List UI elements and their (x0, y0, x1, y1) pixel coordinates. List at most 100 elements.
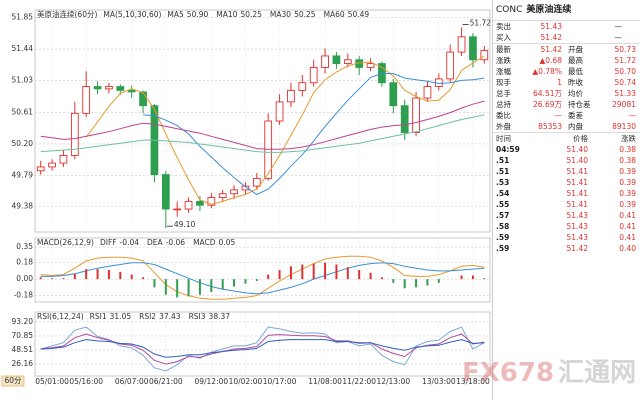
value: 1 (557, 78, 562, 87)
label: 开盘 (568, 45, 583, 54)
trade-cell: 0.39 (619, 189, 636, 198)
legend-text: 50.90 (187, 10, 209, 19)
legend-text: MA(5,10,30,60) (103, 10, 161, 19)
x-tick-label: 10/17:00 (263, 377, 297, 386)
label: 总手 (496, 89, 511, 98)
trade-cell: .58 (496, 222, 510, 231)
label: 涨跌 (496, 56, 511, 65)
period-box (1, 375, 25, 387)
candle-body (184, 200, 193, 210)
value: 50.70 (614, 67, 636, 76)
legend-text: MACD (193, 238, 216, 247)
legend-text: (60分) (75, 10, 98, 19)
label: 持仓差 (568, 100, 591, 109)
candle-body (173, 208, 182, 211)
trade-cell: .53 (496, 178, 510, 187)
trade-cell: .54 (496, 189, 510, 198)
legend-text: MA60 (324, 10, 345, 19)
value: 51.72 (614, 56, 636, 65)
trade-row: .54 51.41 0.39 (493, 188, 640, 199)
label: 卖出 (496, 22, 511, 31)
trade-cell: 51.40 (566, 156, 588, 165)
value: 50.73 (614, 45, 636, 54)
code: CONC (496, 5, 523, 15)
legend-text: 37.43 (159, 312, 181, 321)
trade-row: .55 51.41 0.39 (493, 199, 640, 210)
trade-cell: 51.43 (566, 211, 588, 220)
value: 51.33 (614, 89, 636, 98)
trade-cell: 51.43 (566, 222, 588, 231)
value: 51.42 (540, 33, 562, 42)
column-header: 时间 (496, 134, 511, 143)
y-tick-label: 0.35 (16, 242, 33, 251)
candle-body (59, 154, 68, 164)
value: ▲0.68 (539, 56, 562, 65)
column-header: 价格 (573, 134, 588, 143)
legend-text: -0.06 (166, 238, 186, 247)
label: 涨幅 (496, 67, 511, 76)
trade-cell: 0.41 (619, 233, 636, 242)
candle-body (400, 105, 409, 133)
panel-frame (34, 9, 491, 233)
trade-cell: 0.39 (619, 167, 636, 176)
label: 最高 (568, 56, 583, 65)
label: 买入 (496, 33, 511, 42)
value: — (628, 111, 637, 120)
legend-text: 50.49 (348, 10, 370, 19)
value: — (554, 111, 563, 120)
indicator-line (40, 262, 485, 295)
annotation: 49.10 (174, 220, 196, 229)
indicator-line (40, 333, 485, 365)
trade-row: .59 51.42 0.40 (493, 243, 640, 254)
candle-body (82, 86, 91, 114)
label: 均价 (568, 89, 583, 98)
candle-body (70, 112, 79, 156)
quote-header: CONC 美原油连续 (493, 0, 640, 20)
x-tick-label: 05/01:00 (35, 377, 69, 386)
candle-body (127, 89, 136, 93)
candle-body (423, 86, 432, 99)
trade-row: .59 51.43 0.41 (493, 232, 640, 243)
x-tick-label: 11/22:00 (342, 377, 376, 386)
trade-cell: 51.41 (566, 167, 588, 176)
trade-cell: 0.39 (619, 200, 636, 209)
candle-body (343, 59, 352, 65)
x-tick-label: 13/18:00 (456, 377, 490, 386)
candle-body (446, 51, 455, 80)
trade-cell: 51.43 (566, 233, 588, 242)
candle-body (366, 63, 375, 68)
panel-frame (34, 311, 491, 377)
label: 现手 (496, 78, 511, 87)
volume: — (614, 22, 623, 31)
y-tick-label: -0.18 (14, 291, 34, 300)
trade-cell: 0.39 (619, 178, 636, 187)
trade-cell: .51 (496, 156, 510, 165)
candle-body (457, 36, 466, 53)
indicator-line (40, 114, 485, 153)
y-tick-label: 48.51 (12, 345, 34, 354)
label: 委比 (496, 111, 511, 120)
legend-text: 0.05 (219, 238, 236, 247)
chart-area: 51.85 51.44 51.03 50.61 50.20 49.79 49.38 0.35 0… (1, 9, 491, 387)
candle-body (480, 50, 489, 61)
legend-text: DEA (147, 238, 164, 247)
candle-body (93, 86, 102, 90)
candle-body (230, 189, 238, 195)
candle-body (48, 162, 56, 168)
label: 内盘 (568, 122, 583, 131)
stat-row: 现手 1 昨收 50.74 (493, 77, 640, 88)
trades-header: 时间 价格 涨跌 (493, 132, 640, 144)
stat-row: 最新 51.42 开盘 50.73 (493, 43, 640, 55)
legend-text: 50.25 (294, 10, 316, 19)
label: 外盘 (496, 122, 511, 131)
legend-text: 美原油连续 (37, 9, 75, 19)
legend-text: RSI(6,12,24) (37, 312, 84, 321)
y-tick-label: 70.85 (12, 331, 34, 340)
candle-body (298, 82, 307, 91)
trade-row: .58 51.43 0.41 (493, 221, 640, 232)
candle-body (36, 166, 45, 172)
label: 委差 (568, 111, 583, 120)
indicator-line (40, 100, 485, 150)
candle-body (332, 55, 341, 65)
legend-text: 38.37 (209, 312, 231, 321)
